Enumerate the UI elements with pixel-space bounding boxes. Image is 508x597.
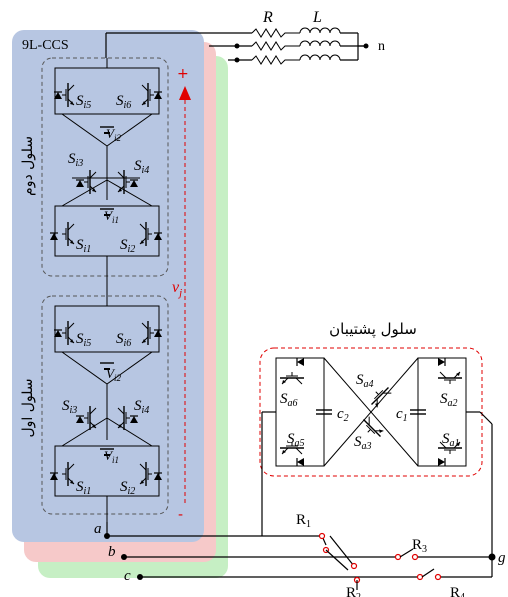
phase-a-label: a: [94, 521, 102, 537]
relay-r4-label: R4: [450, 585, 465, 597]
relay-r3-label: R3: [412, 537, 427, 555]
first-s6-label: Si6: [116, 331, 131, 349]
first-s5-label: Si5: [76, 331, 91, 349]
relay-r1-label: R1: [296, 512, 311, 530]
backup-cell: [262, 357, 480, 467]
first-cell: [49, 276, 163, 522]
first-cell-frame: [41, 295, 169, 515]
second-v1-label: Vi1: [104, 208, 119, 225]
second-s3-label: Si3: [68, 151, 83, 169]
second-cell-label: سلول دوم: [20, 136, 36, 196]
first-s2-label: Si2: [120, 479, 135, 497]
relay-r2-label: R2: [346, 585, 361, 597]
ground-label: g: [498, 550, 506, 566]
first-v2-label: Vi2: [106, 366, 121, 383]
resistor-label: R: [262, 9, 273, 26]
backup-a3-label: Sa3: [354, 434, 372, 452]
backup-a1-label: Sa1: [442, 431, 460, 449]
voltage-arrow: [179, 86, 191, 100]
neutral-label: n: [378, 39, 385, 54]
backup-a6-label: Sa6: [280, 391, 298, 409]
phase-c-label: c: [124, 568, 131, 584]
second-s6-label: Si6: [116, 93, 131, 111]
backup-c2-label: c2: [337, 406, 349, 424]
inductor-label: L: [312, 9, 322, 26]
backup-a4-label: Sa4: [356, 372, 374, 390]
backup-a5-label: Sa5: [287, 431, 305, 449]
load-network: [105, 27, 369, 65]
first-s1-label: Si1: [76, 479, 91, 497]
second-s1-label: Si1: [76, 237, 91, 255]
backup-c1-label: c1: [396, 406, 408, 424]
phase-b-label: b: [108, 544, 116, 560]
first-cell-label: سلول اول: [20, 378, 36, 437]
phase-a-panel: [12, 30, 204, 542]
second-s5-label: Si5: [76, 93, 91, 111]
backup-a2-label: Sa2: [440, 391, 458, 409]
relay-network: [104, 411, 496, 590]
backup-cell-frame: [259, 347, 483, 477]
first-v1-label: Vi1: [104, 448, 119, 465]
voltage-minus: -: [178, 507, 183, 523]
voltage-label: vj: [172, 279, 182, 299]
converter-label: 9L-CCS: [22, 38, 69, 53]
second-s4-label: Si4: [134, 158, 149, 176]
second-s2-label: Si2: [120, 237, 135, 255]
voltage-plus: +: [177, 66, 189, 82]
first-s4-label: Si4: [134, 398, 149, 416]
backup-cell-label: سلول پشتیبان: [329, 320, 417, 339]
second-v2-label: Vi2: [106, 126, 121, 143]
second-cell-frame: [41, 57, 169, 277]
second-cell: [49, 58, 163, 276]
first-s3-label: Si3: [62, 398, 77, 416]
